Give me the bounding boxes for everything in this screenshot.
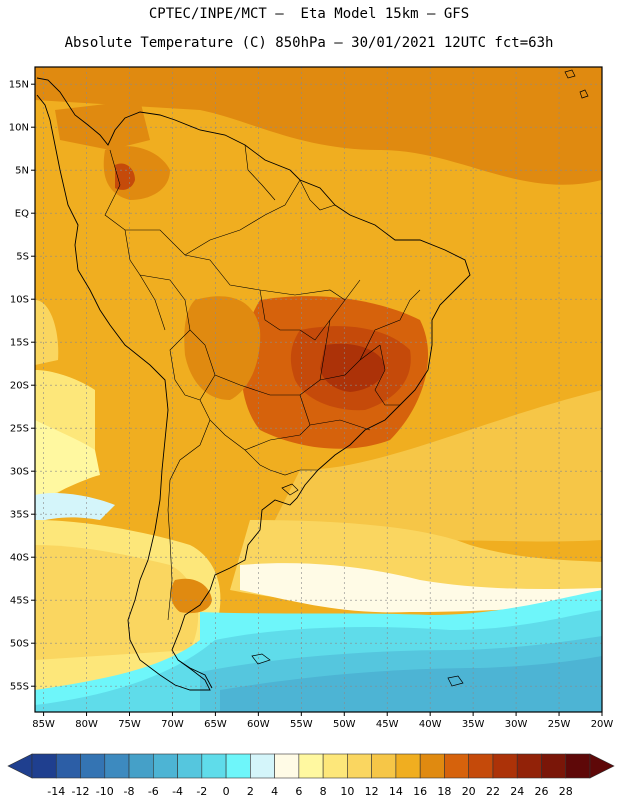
colorbar-label: 22 <box>486 785 500 798</box>
colorbar-label: -4 <box>172 785 183 798</box>
colorbar-right-arrow <box>589 753 615 779</box>
lat-label: 15N <box>9 80 29 91</box>
lon-label: 40W <box>419 719 442 730</box>
lat-label: 40S <box>10 553 29 564</box>
lon-label: 25W <box>548 719 571 730</box>
lat-label: 30S <box>10 467 29 478</box>
colorbar-swatch <box>225 753 251 779</box>
lon-label: 60W <box>247 719 270 730</box>
lon-label: 80W <box>75 719 98 730</box>
colorbar-label: -2 <box>196 785 207 798</box>
lon-label: 35W <box>462 719 485 730</box>
colorbar-swatch <box>322 753 348 779</box>
colorbar-swatch <box>492 753 518 779</box>
lat-label: 35S <box>10 510 29 521</box>
colorbar-swatch <box>419 753 445 779</box>
colorbar-label: 14 <box>389 785 403 798</box>
colorbar-swatch <box>516 753 542 779</box>
colorbar-left-arrow <box>7 753 33 779</box>
colorbar: -14 -12 -10 -8 -6 -4 -2 0 2 4 6 8 10 12 14 16 18 20 22 24 26… <box>7 753 615 798</box>
island-outlines <box>251 69 589 687</box>
colorbar-swatch <box>298 753 324 779</box>
colorbar-label: 24 <box>510 785 524 798</box>
lat-label: 55S <box>10 682 29 693</box>
colorbar-label: 4 <box>271 785 278 798</box>
colorbar-label: 18 <box>437 785 451 798</box>
colorbar-label: 12 <box>365 785 379 798</box>
colorbar-swatch <box>80 753 106 779</box>
map-subtitle: Absolute Temperature (C) 850hPa – 30/01/… <box>64 35 554 51</box>
colorbar-label: 6 <box>295 785 302 798</box>
lat-label: 5S <box>16 252 29 263</box>
temperature-field <box>35 67 602 712</box>
lon-label: 55W <box>290 719 313 730</box>
colorbar-label: 28 <box>559 785 573 798</box>
lat-label: 25S <box>10 424 29 435</box>
lat-label: 10N <box>9 123 29 134</box>
colorbar-swatch <box>371 753 397 779</box>
colorbar-label: -12 <box>72 785 90 798</box>
colorbar-label: 26 <box>534 785 548 798</box>
colorbar-swatch <box>468 753 494 779</box>
coastline-outline <box>36 77 471 691</box>
colorbar-swatch <box>395 753 421 779</box>
colorbar-swatch <box>128 753 154 779</box>
lon-label: 45W <box>376 719 399 730</box>
lat-label: 20S <box>10 381 29 392</box>
colorbar-swatch <box>55 753 81 779</box>
lon-label: 75W <box>118 719 141 730</box>
colorbar-swatch <box>541 753 567 779</box>
colorbar-label: -8 <box>124 785 135 798</box>
lon-label: 50W <box>333 719 356 730</box>
latitude-labels: 15N 10N 5N EQ 5S 10S 15S 20S 25S 30S 35S 40S 45S 50S 5… <box>9 80 35 693</box>
longitude-labels: 85W 80W 75W 70W 65W 60W 55W 50W 45W 40W 35W 30W 25W 2… <box>32 712 613 730</box>
map-frame <box>34 66 603 713</box>
colorbar-swatch <box>177 753 203 779</box>
colorbar-swatch <box>104 753 130 779</box>
colorbar-label: 16 <box>413 785 427 798</box>
colorbar-swatch <box>444 753 469 779</box>
colorbar-swatch <box>250 753 275 779</box>
colorbar-swatch <box>31 753 57 779</box>
colorbar-swatch <box>347 753 372 779</box>
lon-label: 65W <box>204 719 227 730</box>
lon-label: 30W <box>505 719 528 730</box>
colorbar-label: 10 <box>340 785 354 798</box>
lon-label: 70W <box>161 719 184 730</box>
colorbar-label: -10 <box>96 785 114 798</box>
map-title: CPTEC/INPE/MCT – Eta Model 15km – GFS <box>148 6 470 22</box>
lat-label: 10S <box>10 295 29 306</box>
lon-label: 20W <box>591 719 614 730</box>
colorbar-swatch <box>153 753 178 779</box>
colorbar-label: 0 <box>223 785 230 798</box>
colorbar-swatch <box>565 753 591 779</box>
lon-label: 85W <box>32 719 55 730</box>
lat-label: EQ <box>15 209 29 220</box>
colorbar-swatch <box>274 753 300 779</box>
lat-label: 45S <box>10 596 29 607</box>
political-borders <box>104 144 421 621</box>
lat-label: 5N <box>15 166 29 177</box>
lat-label: 15S <box>10 338 29 349</box>
lat-label: 50S <box>10 639 29 650</box>
colorbar-label: -6 <box>148 785 159 798</box>
colorbar-label: -14 <box>47 785 65 798</box>
colorbar-label: 20 <box>462 785 476 798</box>
colorbar-label: 8 <box>320 785 327 798</box>
colorbar-swatch <box>201 753 227 779</box>
colorbar-label: 2 <box>247 785 254 798</box>
